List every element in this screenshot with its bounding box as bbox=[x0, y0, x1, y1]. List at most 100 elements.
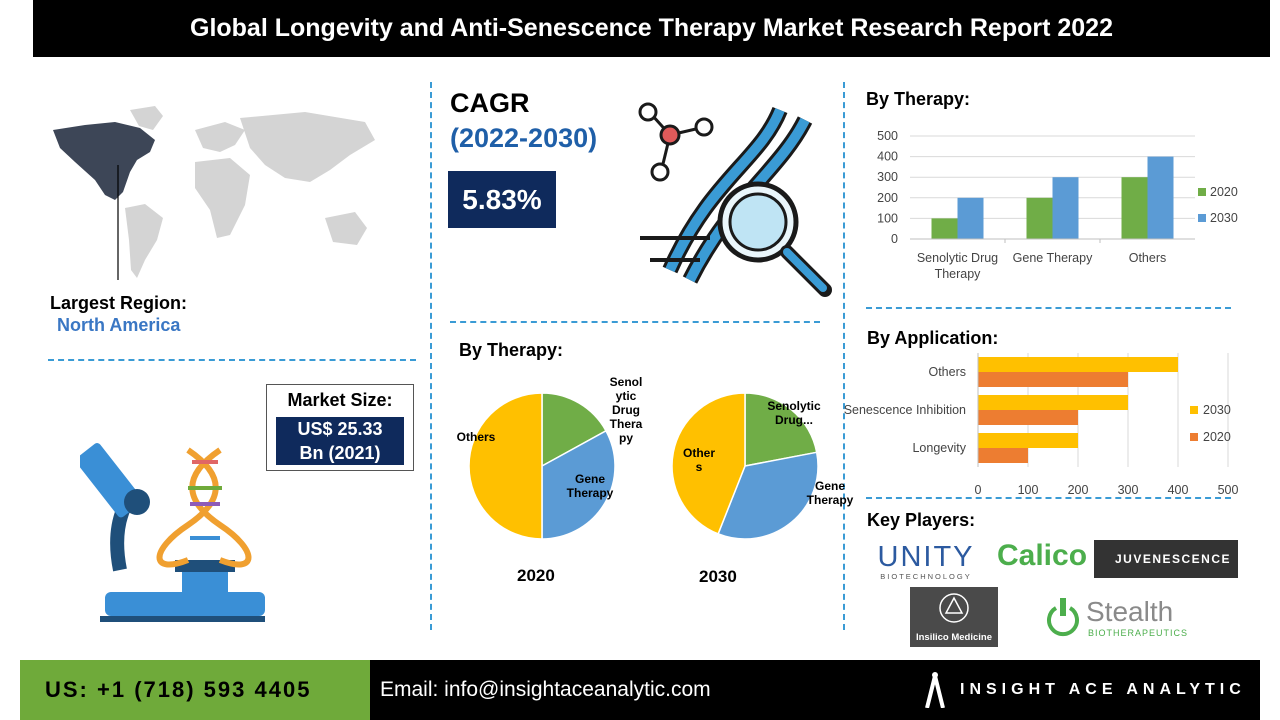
pie-slice bbox=[671, 392, 746, 535]
y-tick-label: 100 bbox=[877, 211, 898, 225]
pie-charts: Senol ytic Drug Thera py Gene Therapy Others Sen… bbox=[457, 375, 854, 540]
legend-swatch bbox=[1190, 406, 1198, 414]
dna-magnifier-icon bbox=[638, 102, 832, 297]
bar bbox=[978, 395, 1128, 410]
bar bbox=[978, 433, 1078, 448]
y-tick-label: 0 bbox=[891, 232, 898, 246]
europe-shape bbox=[195, 122, 245, 152]
insight-ace-logo-icon bbox=[925, 672, 945, 708]
pie-slice bbox=[541, 392, 607, 468]
x-tick-label: Gene Therapy bbox=[1013, 251, 1093, 265]
bar bbox=[1147, 156, 1174, 239]
unity-logo: UNITY BIOTECHNOLOGY bbox=[872, 542, 980, 584]
pie-section-heading: By Therapy: bbox=[459, 340, 564, 360]
pie-slice bbox=[541, 429, 616, 540]
bar bbox=[978, 448, 1028, 463]
largest-region-label: Largest Region: bbox=[50, 293, 188, 313]
hbar-chart-heading: By Application: bbox=[867, 328, 999, 348]
juvenescence-logo-text: JUVENESCENCE bbox=[1114, 552, 1232, 566]
divider-vertical-left bbox=[430, 82, 432, 630]
pie-slice bbox=[468, 392, 543, 540]
market-size-label: Market Size: bbox=[287, 390, 393, 410]
pie-slice-label: Senol ytic Drug Thera py bbox=[610, 375, 643, 445]
y-tick-label: Longevity bbox=[912, 441, 966, 455]
market-size-value: US$ 25.33 Bn (2021) bbox=[276, 417, 404, 465]
x-tick-label: 100 bbox=[1018, 483, 1039, 497]
asia-shape bbox=[240, 112, 375, 182]
pie-slice-label: Others bbox=[457, 430, 496, 444]
footer-brand: INSIGHT ACE ANALYTIC bbox=[910, 660, 1260, 720]
market-size-value-line2: Bn (2021) bbox=[299, 443, 381, 463]
divider-middle bbox=[450, 321, 820, 323]
bar bbox=[978, 357, 1178, 372]
x-tick-label: 0 bbox=[975, 483, 982, 497]
market-size-box: Market Size: US$ 25.33 Bn (2021) bbox=[266, 384, 414, 471]
legend-swatch bbox=[1198, 188, 1206, 196]
y-tick-label: 200 bbox=[877, 191, 898, 205]
insilico-logo-text: Insilico Medicine bbox=[915, 632, 993, 643]
bar bbox=[957, 197, 984, 239]
x-tick-label: Senolytic Drug Therapy bbox=[917, 251, 998, 281]
juvenescence-logo: JUVENESCENCE bbox=[1094, 540, 1238, 578]
y-tick-label: 400 bbox=[877, 150, 898, 164]
calico-logo: Calico bbox=[997, 539, 1088, 572]
legend-label: 2020 bbox=[1203, 430, 1231, 444]
world-map bbox=[53, 106, 375, 280]
market-size-value-line1: US$ 25.33 bbox=[297, 419, 383, 439]
y-tick-label: Others bbox=[928, 365, 966, 379]
unity-logo-text: UNITY bbox=[877, 541, 975, 573]
divider-vertical-right bbox=[843, 82, 845, 630]
australia-shape bbox=[325, 212, 367, 245]
bar bbox=[1121, 177, 1148, 239]
bar bbox=[931, 218, 958, 239]
key-players-heading: Key Players: bbox=[867, 510, 976, 530]
x-tick-label: 500 bbox=[1218, 483, 1239, 497]
cagr-years: (2022-2030) bbox=[450, 123, 598, 153]
pie-year-2030: 2030 bbox=[699, 567, 737, 586]
legend-label: 2030 bbox=[1203, 403, 1231, 417]
africa-shape bbox=[195, 158, 250, 238]
greenland-shape bbox=[130, 106, 163, 130]
stealth-logo-icon bbox=[1047, 598, 1079, 637]
pie-slice bbox=[744, 392, 818, 467]
footer-email[interactable]: Email: info@insightaceanalytic.com bbox=[370, 660, 910, 720]
pie-slice-label: Gene Therapy bbox=[567, 472, 614, 500]
largest-region-name: North America bbox=[57, 315, 181, 335]
divider-left bbox=[48, 359, 416, 361]
insilico-emblem-icon bbox=[939, 593, 969, 623]
y-tick-label: 300 bbox=[877, 170, 898, 184]
pie-slice bbox=[717, 451, 819, 540]
stealth-logo: Stealth BIOTHERAPEUTICS bbox=[1044, 596, 1194, 640]
legend-swatch bbox=[1198, 214, 1206, 222]
x-tick-label: 300 bbox=[1118, 483, 1139, 497]
report-title: Global Longevity and Anti-Senescence The… bbox=[33, 0, 1270, 57]
footer-phone: US: +1 (718) 593 4405 bbox=[20, 660, 370, 720]
south-america-shape bbox=[125, 204, 163, 278]
cagr-value: 5.83% bbox=[448, 171, 556, 228]
x-tick-label: 200 bbox=[1068, 483, 1089, 497]
bar bbox=[978, 410, 1078, 425]
bar bbox=[1026, 197, 1053, 239]
footer-brand-text: INSIGHT ACE ANALYTIC bbox=[960, 681, 1246, 698]
x-tick-label: 400 bbox=[1168, 483, 1189, 497]
y-tick-label: Senescence Inhibition bbox=[844, 403, 966, 417]
legend-label: 2020 bbox=[1210, 185, 1238, 199]
pie-slice-label: Senolytic Drug... bbox=[767, 399, 821, 427]
legend-swatch bbox=[1190, 433, 1198, 441]
divider-right-top bbox=[866, 307, 1231, 309]
therapy-bar-chart: 0 100 200 300 400 500 Senolytic Drug Therapy Gen… bbox=[877, 129, 1238, 281]
bar bbox=[978, 372, 1128, 387]
application-bar-chart: 0 100 200 300 400 500 Others Senescence Inhibit… bbox=[844, 353, 1239, 497]
insilico-logo: Insilico Medicine bbox=[910, 587, 998, 647]
y-tick-label: 500 bbox=[877, 129, 898, 143]
microscope-dna-illustration bbox=[80, 443, 265, 622]
stealth-logo-subtext: BIOTHERAPEUTICS bbox=[1088, 628, 1189, 638]
cagr-label: CAGR bbox=[450, 88, 530, 118]
north-america-shape bbox=[53, 122, 155, 200]
pie-year-2020: 2020 bbox=[517, 566, 555, 585]
unity-logo-subtext: BIOTECHNOLOGY bbox=[880, 572, 972, 581]
bar-chart-heading: By Therapy: bbox=[866, 89, 971, 109]
legend-label: 2030 bbox=[1210, 211, 1238, 225]
x-tick-label: Others bbox=[1129, 251, 1167, 265]
